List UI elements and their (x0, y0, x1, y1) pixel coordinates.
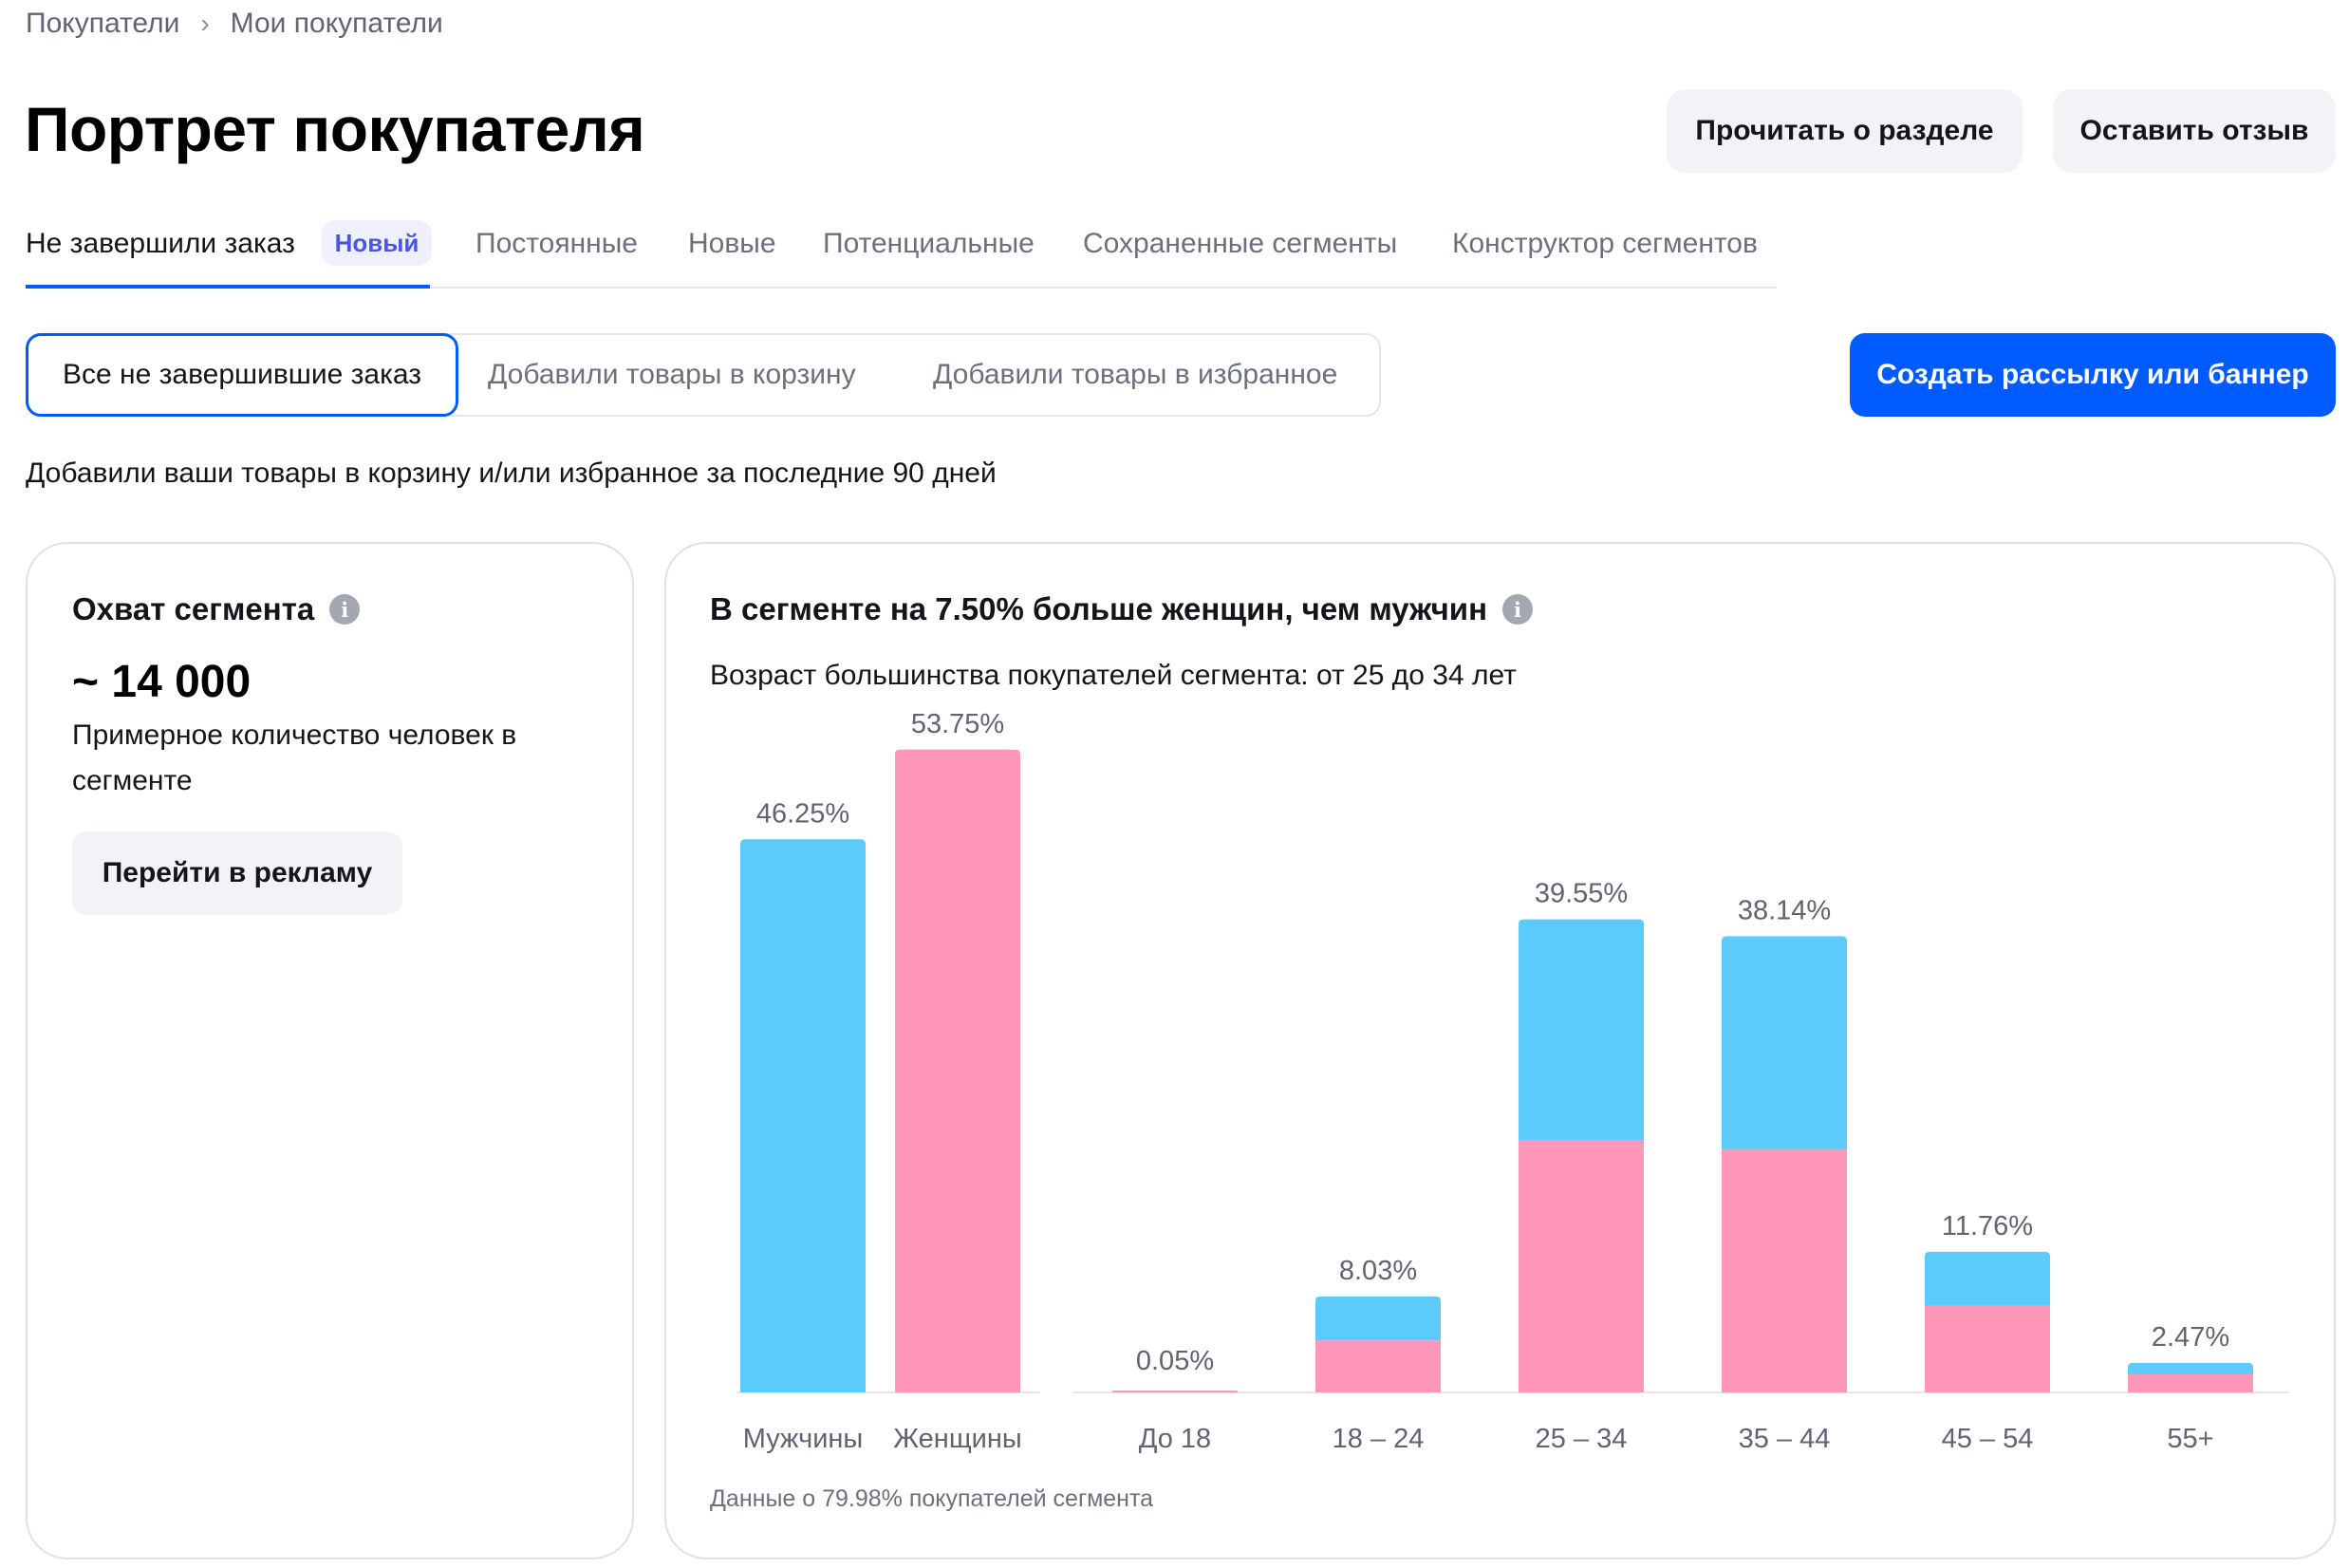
age-bar-segment (2128, 1362, 2253, 1374)
tab-potential[interactable]: Потенциальные (823, 228, 1035, 259)
segment-added-to-favorites[interactable]: Добавили товары в избранное (933, 359, 1338, 390)
breadcrumb: Покупатели › Мои покупатели (26, 8, 443, 40)
age-bar-segment (1315, 1340, 1441, 1392)
gender-category-label: Мужчины (743, 1424, 864, 1454)
age-category-label: 35 – 44 (1739, 1424, 1831, 1454)
age-bar-value-label: 8.03% (1339, 1256, 1417, 1286)
gender-bar (740, 839, 866, 1392)
age-category-label: 45 – 54 (1942, 1424, 2034, 1454)
segment-reach-card: Охват сегмента i ~ 14 000 Примерное коли… (26, 542, 634, 1559)
tab-saved-segments[interactable]: Сохраненные сегменты (1083, 228, 1398, 259)
reach-value: ~ 14 000 (72, 657, 252, 707)
segment-description: Добавили ваши товары в корзину и/или изб… (26, 457, 997, 489)
chevron-right-icon: › (200, 9, 210, 38)
tab-new[interactable]: Новые (688, 228, 776, 259)
leave-feedback-button[interactable]: Оставить отзыв (2053, 89, 2336, 173)
active-tab-indicator (26, 285, 430, 289)
read-about-section-button[interactable]: Прочитать о разделе (1667, 89, 2023, 173)
age-bar-segment (2128, 1373, 2253, 1392)
demographics-chart-card: В сегменте на 7.50% больше женщин, чем м… (664, 542, 2336, 1559)
breadcrumb-item-my-buyers[interactable]: Мои покупатели (230, 8, 443, 39)
segment-switch: Все не завершившие заказ Добавили товары… (26, 333, 1381, 417)
age-bar-segment (1112, 1391, 1238, 1392)
age-category-label: 55+ (2167, 1424, 2213, 1454)
age-bar-segment (1722, 1148, 1847, 1392)
age-bar-value-label: 38.14% (1738, 895, 1831, 925)
breadcrumb-item-buyers[interactable]: Покупатели (26, 8, 180, 39)
info-icon[interactable]: i (1502, 594, 1534, 625)
tab-label: Не завершили заказ (26, 228, 295, 259)
gender-bar-value-label: 53.75% (911, 709, 1004, 739)
new-badge: Новый (322, 220, 432, 266)
age-bar-segment (1519, 919, 1644, 1141)
chart-footnote: Данные о 79.98% покупателей сегмента (710, 1485, 1154, 1512)
age-category-label: До 18 (1139, 1424, 1211, 1454)
age-bar-value-label: 39.55% (1535, 879, 1628, 909)
tab-bar: Не завершили заказ Новый Постоянные Новы… (26, 220, 1777, 289)
age-bar-segment (1722, 936, 1847, 1149)
demographics-chart: 46.25% Мужчины 53.75% Женщины 0.05% До 18 8.03… (736, 709, 2289, 1454)
age-bar-segment (1925, 1251, 2050, 1306)
age-bar-segment (1519, 1140, 1644, 1392)
reach-description: Примерное количество человек в сегменте (72, 719, 517, 796)
info-icon[interactable]: i (329, 594, 361, 625)
segment-added-to-cart[interactable]: Добавили товары в корзину (488, 359, 856, 390)
age-bar-segment (1925, 1305, 2050, 1392)
tab-not-completed-order[interactable]: Не завершили заказ (26, 228, 295, 260)
age-category-label: 18 – 24 (1333, 1424, 1425, 1454)
chart-title-text: В сегменте на 7.50% больше женщин, чем м… (710, 591, 1488, 626)
gender-bar (895, 749, 1020, 1392)
page-title: Портрет покупателя (25, 94, 645, 164)
reach-card-title: Охват сегмента i (72, 591, 361, 627)
reach-title-text: Охват сегмента (72, 591, 315, 626)
age-bar-value-label: 0.05% (1136, 1346, 1214, 1376)
tab-regular[interactable]: Постоянные (475, 228, 638, 259)
segment-all-not-completed[interactable]: Все не завершившие заказ (26, 333, 458, 417)
age-bar-value-label: 2.47% (2152, 1322, 2229, 1353)
tab-segment-builder[interactable]: Конструктор сегментов (1452, 228, 1758, 259)
age-bar-value-label: 11.76% (1942, 1211, 2033, 1241)
gender-category-label: Женщины (893, 1424, 1021, 1454)
go-to-ads-button[interactable]: Перейти в рекламу (72, 831, 402, 915)
create-mailing-or-banner-button[interactable]: Создать рассылку или баннер (1850, 333, 2336, 417)
chart-card-title: В сегменте на 7.50% больше женщин, чем м… (710, 591, 1534, 627)
age-category-label: 25 – 34 (1536, 1424, 1628, 1454)
chart-subtitle: Возраст большинства покупателей сегмента… (710, 660, 1517, 691)
gender-bar-value-label: 46.25% (756, 798, 849, 829)
age-bar-segment (1315, 1296, 1441, 1341)
